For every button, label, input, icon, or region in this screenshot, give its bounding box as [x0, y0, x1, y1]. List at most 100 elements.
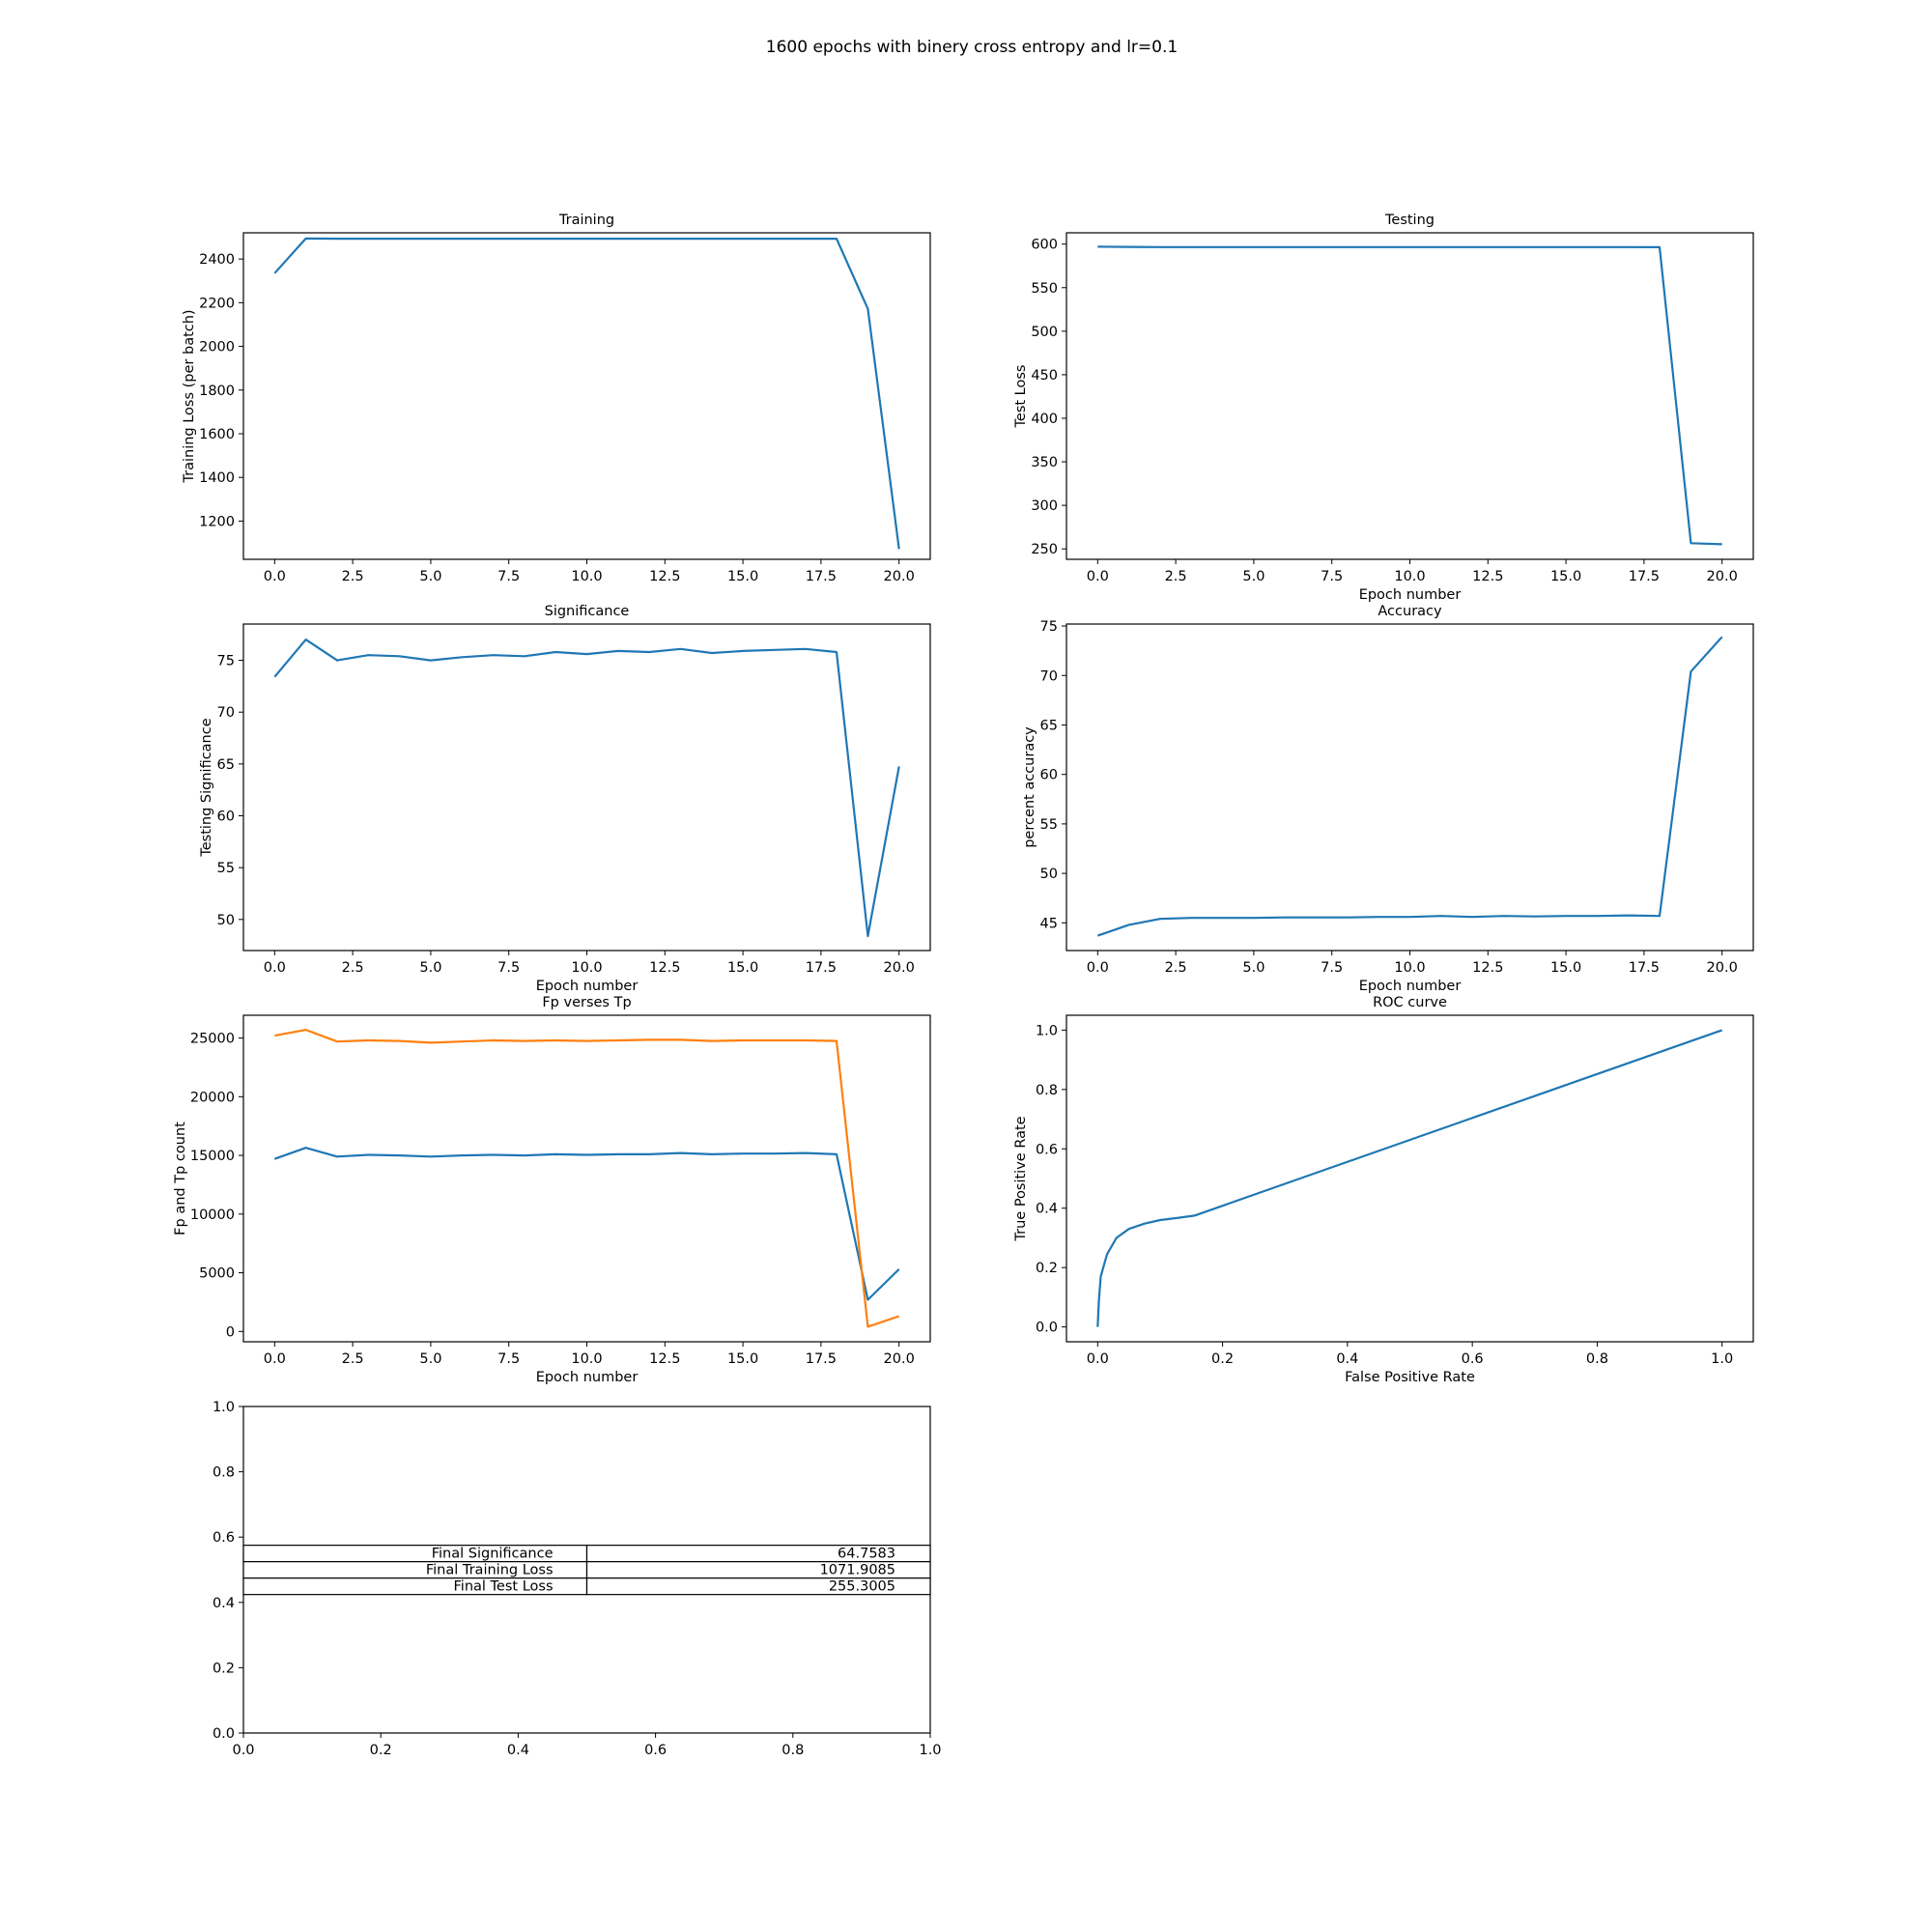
y-tick-label: 45 — [1040, 916, 1058, 931]
chart-title: Significance — [545, 604, 630, 619]
y-tick-label: 0.2 — [213, 1661, 235, 1676]
y-tick-label: 0.8 — [213, 1465, 235, 1481]
x-tick-label: 17.5 — [806, 1351, 837, 1367]
x-tick-label: 12.5 — [649, 1351, 680, 1367]
axes-frame — [1065, 1014, 1754, 1343]
y-tick-label: 55 — [217, 861, 235, 876]
y-tick-label: 2200 — [199, 296, 235, 311]
table-row: Final Test Loss 255.3005 — [242, 1577, 931, 1596]
table-row-label: Final Training Loss — [426, 1563, 554, 1578]
x-tick-label: 15.0 — [1550, 569, 1581, 584]
x-axis-label: False Positive Rate — [1345, 1370, 1475, 1385]
y-tick-label: 2000 — [199, 340, 235, 355]
x-tick-label: 0.4 — [1336, 1351, 1358, 1367]
x-tick-label: 15.0 — [727, 1351, 758, 1367]
x-tick-label: 0.6 — [1462, 1351, 1484, 1367]
chart-title: Accuracy — [1378, 604, 1442, 619]
x-tick-label: 17.5 — [806, 569, 837, 584]
y-tick-label: 65 — [217, 757, 235, 773]
x-tick-label: 10.0 — [571, 569, 602, 584]
chart-roc: ROC curve 0.0 0.2 0.4 0.6 0.8 1.0 0.0 0.2 0.4 0.6 0… — [1013, 995, 1754, 1385]
y-axis-label: Fp and Tp count — [173, 1122, 188, 1236]
x-tick-label: 17.5 — [1629, 569, 1660, 584]
x-tick-label: 0.0 — [1087, 1351, 1109, 1367]
x-tick-label: 0.6 — [644, 1743, 667, 1758]
x-axis-label: Epoch number — [536, 1370, 639, 1385]
series-line-1 — [1096, 636, 1723, 937]
x-tick-label: 1.0 — [1711, 1351, 1733, 1367]
series-line-1 — [273, 638, 900, 938]
x-tick-label: 2.5 — [342, 1351, 364, 1367]
axes-frame — [1065, 623, 1754, 952]
x-tick-label: 0.2 — [370, 1743, 392, 1758]
y-tick-label: 1200 — [199, 514, 235, 529]
table-row-value: 64.7583 — [838, 1547, 895, 1562]
y-tick-label: 0.4 — [213, 1596, 235, 1611]
chart-title: Training — [558, 213, 614, 228]
x-tick-label: 7.5 — [497, 569, 520, 584]
x-tick-label: 0.0 — [232, 1743, 254, 1758]
x-tick-label: 20.0 — [884, 960, 915, 976]
y-tick-label: 1800 — [199, 384, 235, 399]
y-tick-label: 350 — [1031, 455, 1058, 470]
series-line-2 — [274, 1028, 900, 1328]
table-row-label: Final Significance — [432, 1547, 554, 1562]
x-tick-label: 5.0 — [1242, 960, 1264, 976]
x-tick-label: 5.0 — [1242, 569, 1264, 584]
chart-title: ROC curve — [1373, 995, 1447, 1010]
axes-frame — [242, 623, 931, 952]
x-tick-label: 5.0 — [419, 569, 441, 584]
x-tick-label: 2.5 — [1165, 960, 1187, 976]
y-tick-label: 0.6 — [213, 1530, 235, 1546]
x-tick-label: 20.0 — [1707, 569, 1738, 584]
x-tick-label: 15.0 — [727, 960, 758, 976]
y-tick-label: 1600 — [199, 427, 235, 442]
y-tick-label: 0.6 — [1036, 1142, 1058, 1157]
y-tick-label: 1400 — [199, 470, 235, 486]
y-axis-label: percent accuracy — [1022, 726, 1037, 848]
axes-frame — [242, 1014, 931, 1343]
x-tick-label: 12.5 — [1472, 960, 1503, 976]
y-tick-label: 600 — [1031, 238, 1058, 253]
x-tick-label: 1.0 — [919, 1743, 941, 1758]
x-tick-label: 0.8 — [1586, 1351, 1608, 1367]
x-tick-label: 2.5 — [342, 960, 364, 976]
y-tick-label: 75 — [217, 654, 235, 669]
y-tick-label: 10000 — [190, 1208, 235, 1223]
x-tick-label: 15.0 — [1550, 960, 1581, 976]
y-tick-label: 450 — [1031, 368, 1058, 384]
table-row: Final Significance 64.7583 — [242, 1545, 931, 1563]
y-tick-label: 0.4 — [1036, 1202, 1058, 1217]
y-tick-label: 20000 — [190, 1090, 235, 1105]
y-tick-label: 250 — [1031, 542, 1058, 557]
y-tick-label: 300 — [1031, 498, 1058, 514]
x-tick-label: 20.0 — [884, 569, 915, 584]
y-axis-label: Testing Significance — [199, 718, 214, 857]
x-tick-label: 7.5 — [1321, 960, 1343, 976]
y-tick-label: 400 — [1031, 412, 1058, 427]
x-tick-label: 20.0 — [884, 1351, 915, 1367]
x-tick-label: 12.5 — [649, 960, 680, 976]
x-tick-label: 0.2 — [1211, 1351, 1234, 1367]
axes-frame — [242, 232, 931, 560]
y-tick-label: 70 — [217, 705, 235, 721]
x-tick-label: 2.5 — [342, 569, 364, 584]
x-tick-label: 7.5 — [497, 960, 520, 976]
x-tick-label: 12.5 — [1472, 569, 1503, 584]
y-tick-label: 5000 — [199, 1266, 235, 1282]
x-tick-label: 0.4 — [507, 1743, 529, 1758]
y-tick-label: 0.2 — [1036, 1261, 1058, 1276]
x-tick-label: 0.0 — [264, 960, 286, 976]
x-tick-label: 2.5 — [1165, 569, 1187, 584]
chart-title: Fp verses Tp — [542, 995, 631, 1010]
chart-significance: Significance 0.0 2.5 5.0 7.5 10.0 12.5 15.0 17.5… — [199, 604, 931, 994]
y-tick-label: 25000 — [190, 1032, 235, 1047]
x-tick-label: 17.5 — [1629, 960, 1660, 976]
table-row-label: Final Test Loss — [454, 1579, 554, 1595]
y-tick-label: 75 — [1040, 619, 1058, 635]
series-line-1 — [1096, 1029, 1723, 1327]
y-axis-label: True Positive Rate — [1013, 1116, 1029, 1241]
x-tick-label: 10.0 — [1394, 960, 1425, 976]
y-tick-label: 1.0 — [213, 1400, 235, 1415]
